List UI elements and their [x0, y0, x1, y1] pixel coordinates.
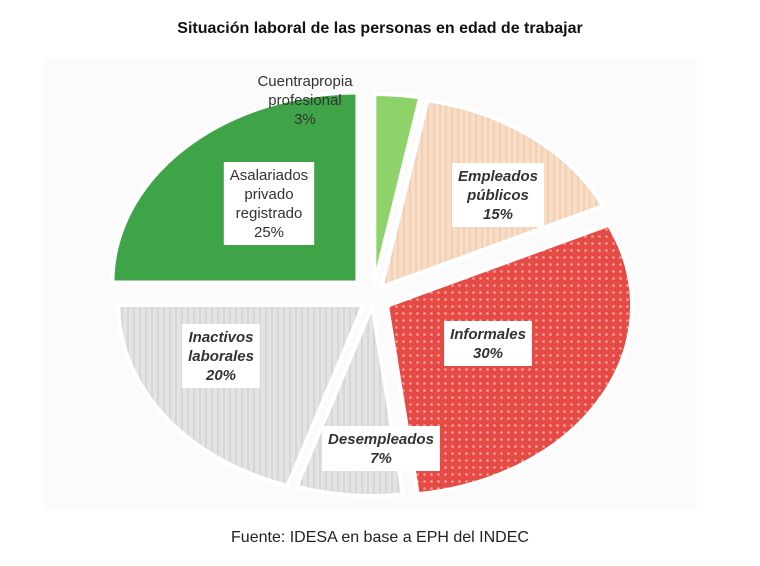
slice-label-asalariados: Asalariados privado registrado 25%	[223, 162, 315, 245]
slice-label-line: Informales	[450, 326, 526, 343]
slice-label-box	[322, 426, 440, 471]
chart-panel: Cuentrapropia profesional 3% Empleados públi…	[43, 58, 697, 510]
slice-label-line: Empleados	[458, 168, 538, 185]
slice-label-line: Asalariados	[230, 167, 308, 184]
slice-label-box	[451, 163, 545, 227]
pie-slice-cuentapropia	[372, 92, 423, 285]
slice-label-desempleados: Desempleados 7%	[322, 426, 440, 471]
slice-label-line: Desempleados	[328, 431, 434, 448]
slice-label-empleados-publicos: Empleados públicos 15%	[451, 163, 545, 227]
slice-label-box	[223, 162, 315, 245]
slice-label-inactivos: Inactivos laborales 20%	[182, 324, 260, 388]
chart-source: Fuente: IDESA en base a EPH del INDEC	[231, 529, 529, 546]
slice-label-informales: Informales 30%	[444, 321, 532, 366]
pie-slice-inactivos	[116, 303, 367, 489]
slice-label-line: profesional	[268, 92, 341, 109]
slice-label-line: privado	[244, 186, 293, 203]
slice-label-line: registrado	[236, 205, 303, 222]
slice-label-line: 25%	[254, 224, 284, 241]
slice-label-line: 30%	[473, 345, 503, 362]
slice-label-box	[182, 324, 260, 388]
slice-label-cuentapropia: Cuentrapropia profesional 3%	[257, 73, 353, 128]
slice-label-line: 7%	[370, 450, 392, 467]
slice-label-line: Cuentrapropia	[257, 73, 353, 90]
slice-label-line: 3%	[294, 111, 316, 128]
slice-label-box	[444, 321, 532, 366]
chart-title: Situación laboral de las personas en eda…	[177, 20, 583, 37]
slice-label-line: 20%	[205, 367, 236, 384]
slice-label-line: Inactivos	[188, 329, 253, 346]
pie-chart: Cuentrapropia profesional 3% Empleados públi…	[110, 73, 634, 498]
slice-label-line: 15%	[483, 206, 513, 223]
slice-label-line: públicos	[466, 187, 529, 204]
slice-label-line: laborales	[188, 348, 254, 365]
